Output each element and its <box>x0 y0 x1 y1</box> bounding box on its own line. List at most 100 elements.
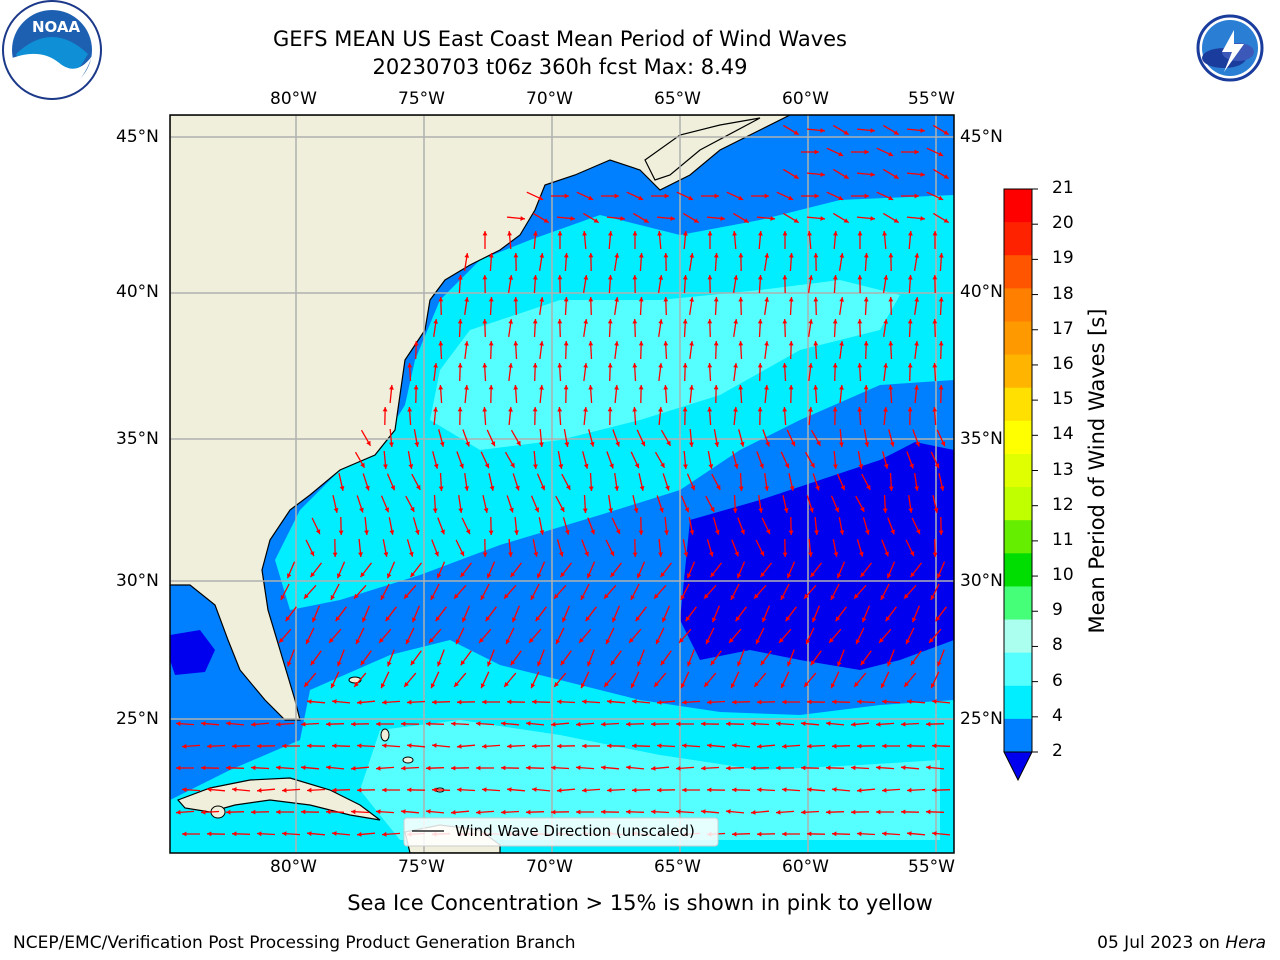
colorbar-tick-label: 14 <box>1052 424 1074 445</box>
wind-wave-arrowhead <box>301 721 306 727</box>
wind-wave-arrowhead <box>382 787 387 793</box>
wind-wave-arrowhead <box>858 464 864 469</box>
wind-wave-arrowhead <box>814 530 819 535</box>
wind-wave-arrowhead <box>882 231 887 236</box>
wind-wave-arrowhead <box>882 831 887 837</box>
wind-wave-arrowhead <box>358 552 363 557</box>
wind-wave-arrowhead <box>307 831 312 836</box>
wind-wave-arrowhead <box>808 275 814 280</box>
wind-wave-arrowhead <box>776 765 781 771</box>
wind-wave-arrowhead <box>607 743 612 749</box>
wind-wave-arrowhead <box>607 787 612 793</box>
wind-wave-arrowhead <box>683 552 689 557</box>
wind-wave-arrowhead <box>782 552 788 557</box>
wind-wave-arrowhead <box>458 508 463 513</box>
wind-wave-arrowhead <box>843 218 849 223</box>
colorbar-tick-label: 16 <box>1052 353 1074 374</box>
wind-wave-arrowhead <box>588 253 594 258</box>
wind-wave-arrowhead <box>730 683 736 689</box>
chart-subtitle: 20230703 t06z 360h fcst Max: 8.49 <box>372 55 748 79</box>
wind-wave-arrowhead <box>904 682 909 687</box>
wind-wave-arrowhead <box>738 253 744 258</box>
wind-wave-arrowhead <box>658 552 663 557</box>
wind-wave-arrowhead <box>382 743 387 749</box>
wind-wave-arrowhead <box>640 441 646 447</box>
wind-wave-arrowhead <box>664 530 669 535</box>
wind-wave-arrowhead <box>501 809 506 815</box>
wind-wave-arrowhead <box>462 617 467 623</box>
wind-wave-arrowhead <box>820 172 825 177</box>
wind-wave-arrowhead <box>626 765 631 770</box>
wind-wave-arrowhead <box>814 149 819 155</box>
wind-wave-arrowhead <box>414 442 420 447</box>
wind-wave-arrowhead <box>554 593 559 599</box>
wind-wave-arrowhead <box>882 743 887 749</box>
wind-wave-arrowhead <box>658 319 663 324</box>
wind-wave-arrowhead <box>782 787 787 793</box>
wind-wave-arrowhead <box>909 463 914 469</box>
wind-wave-arrowhead <box>682 699 687 705</box>
wind-wave-arrowhead <box>935 616 941 622</box>
wind-wave-arrowhead <box>907 831 912 836</box>
wind-wave-arrowhead <box>482 363 488 368</box>
wind-wave-arrowhead <box>487 573 492 579</box>
wind-wave-arrowhead <box>301 809 306 815</box>
wind-wave-arrowhead <box>733 319 738 324</box>
wind-wave-arrowhead <box>757 699 762 705</box>
wind-wave-arrowhead <box>476 765 481 771</box>
wind-wave-arrowhead <box>682 363 688 368</box>
colorbar-segment <box>1004 387 1032 422</box>
wind-wave-arrowhead <box>932 363 938 368</box>
wind-wave-arrowhead <box>907 787 912 793</box>
map-frame <box>169 114 955 854</box>
wind-wave-arrowhead <box>460 660 466 666</box>
wind-wave-arrowhead <box>658 363 663 368</box>
wind-wave-arrowhead <box>526 765 531 771</box>
wind-wave-arrowhead <box>488 530 494 535</box>
wind-wave-arrowhead <box>908 508 913 513</box>
wind-wave-arrowhead <box>632 743 637 749</box>
wind-wave-arrowhead <box>464 486 469 491</box>
colorbar-segment <box>1004 619 1032 654</box>
wind-wave-arrowhead <box>620 216 625 221</box>
wind-wave-arrowhead <box>315 529 321 535</box>
wind-wave-arrowhead <box>765 529 771 535</box>
wind-wave-arrowhead <box>401 765 406 771</box>
wind-wave-arrowhead <box>689 341 694 346</box>
wind-wave-arrowhead <box>729 637 734 643</box>
ocean-below-2s <box>680 442 954 670</box>
wind-wave-arrowhead <box>905 639 911 645</box>
colorbar-tick-label: 8 <box>1052 635 1063 656</box>
wind-wave-arrowhead <box>857 831 862 837</box>
wind-wave-arrowhead <box>504 682 509 687</box>
wind-wave-arrowhead <box>880 595 885 600</box>
colorbar-segment <box>1004 288 1032 322</box>
wind-wave-arrowhead <box>779 637 784 643</box>
wind-wave-arrowhead <box>835 616 841 622</box>
wind-wave-arrowhead <box>638 341 644 346</box>
wind-wave-arrowhead <box>884 551 889 557</box>
wind-wave-arrowhead <box>732 787 737 793</box>
wind-wave-arrowhead <box>659 507 664 513</box>
wind-wave-arrowhead <box>751 765 756 771</box>
wind-wave-arrowhead <box>657 743 662 749</box>
wind-wave-arrowhead <box>638 385 644 390</box>
wind-wave-arrowhead <box>782 231 788 236</box>
wind-wave-arrowhead <box>590 529 595 535</box>
lon-label-bottom-70w: 70°W <box>526 857 573 877</box>
wind-wave-arrowhead <box>505 639 511 645</box>
wind-wave-arrowhead <box>876 809 881 815</box>
wind-wave-arrowhead <box>708 464 714 469</box>
wind-wave-arrowhead <box>888 385 894 390</box>
wind-wave-arrowhead <box>533 464 538 469</box>
wind-wave-arrowhead <box>757 744 762 749</box>
wind-wave-arrowhead <box>929 637 934 643</box>
wind-wave-arrowhead <box>488 341 494 346</box>
wind-wave-arrowhead <box>854 682 859 687</box>
wind-wave-arrowhead <box>608 231 613 236</box>
wind-wave-arrowhead <box>864 442 870 447</box>
wind-wave-arrowhead <box>938 341 944 346</box>
wind-wave-arrowhead <box>920 172 925 177</box>
wind-wave-arrowhead <box>563 341 569 346</box>
wind-wave-arrowhead <box>557 407 563 412</box>
